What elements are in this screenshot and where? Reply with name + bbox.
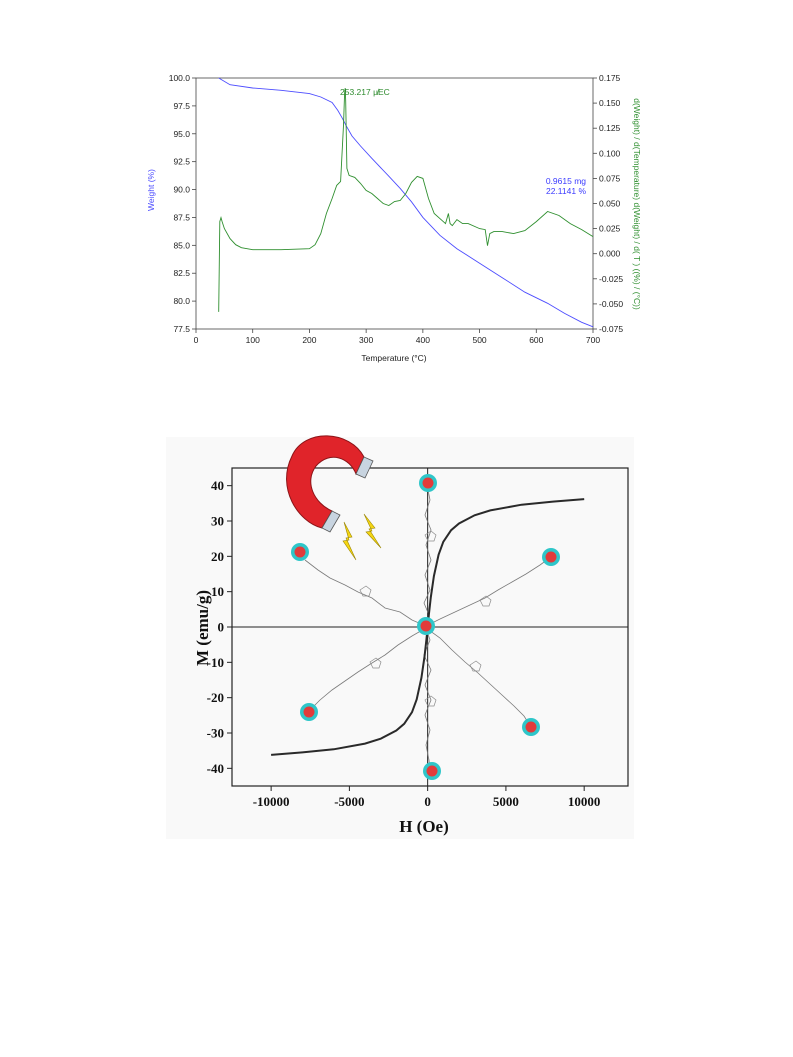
mag-x-tick-label: 5000 bbox=[493, 794, 519, 809]
tga-weight-curve bbox=[218, 77, 594, 328]
mag-x-tick-label: 10000 bbox=[568, 794, 601, 809]
mag-y-tick-label: -10 bbox=[207, 655, 224, 670]
tga-y2-tick-label: -0.025 bbox=[599, 274, 623, 284]
tga-y2-tick-label: 0.075 bbox=[599, 173, 621, 183]
tga-y2-tick-label: -0.050 bbox=[599, 299, 623, 309]
mag-y-tick-label: -40 bbox=[207, 761, 224, 776]
tga-y2-tick-label: 0.000 bbox=[599, 249, 621, 259]
tga-y2-tick-label: -0.075 bbox=[599, 324, 623, 334]
mag-tick-labels: -10000 -5000 0 5000 10000 -40 -30 -20 -10 0 10 20 30… bbox=[207, 478, 601, 809]
tga-x-tick-label: 500 bbox=[472, 335, 486, 345]
lightning-bolt-icon bbox=[342, 513, 382, 561]
polymer-ring-motifs bbox=[359, 530, 492, 707]
tga-y-tick-label: 87.5 bbox=[173, 212, 190, 222]
mag-y-axis-label: M (emu/g) bbox=[193, 590, 212, 666]
tga-y-tick-label: 90.0 bbox=[173, 185, 190, 195]
tga-x-tick-label: 400 bbox=[416, 335, 430, 345]
tga-y-tick-label: 85.0 bbox=[173, 240, 190, 250]
mag-y-tick-label: 0 bbox=[218, 620, 225, 635]
mag-x-tick-label: -5000 bbox=[334, 794, 364, 809]
tga-mass-loss-mg: 0.9615 mg bbox=[546, 176, 586, 186]
tga-derivative-curve bbox=[218, 87, 594, 312]
tga-y2-tick-label: 0.100 bbox=[599, 148, 621, 158]
polymer-arm-upper-left bbox=[304, 559, 427, 627]
nanoparticle-lower-left bbox=[300, 703, 318, 721]
tga-x-tick-label: 100 bbox=[246, 335, 260, 345]
mag-y-tick-label: 10 bbox=[211, 584, 224, 599]
tga-mass-loss-percent: 22.1141 % bbox=[546, 186, 586, 196]
tga-y-tick-label: 97.5 bbox=[173, 101, 190, 111]
tga-y2-axis-label: d(Weight) / d(Temperature) d(Weight) / d… bbox=[632, 98, 642, 310]
nanoparticle-center bbox=[417, 617, 435, 635]
polymer-arm-lower-left bbox=[308, 627, 427, 712]
nanoparticle-bottom bbox=[423, 762, 441, 780]
tga-y-tick-label: 77.5 bbox=[173, 324, 190, 334]
mag-y-tick-label: -30 bbox=[207, 726, 224, 741]
tga-y-tick-label: 82.5 bbox=[173, 268, 190, 278]
polymer-arm-lower-right bbox=[425, 627, 532, 728]
mag-y-tick-label: 40 bbox=[211, 478, 224, 493]
tga-peak-annotation: 253.217 µ̸EC bbox=[340, 87, 390, 97]
mag-x-tick-label: 0 bbox=[424, 794, 431, 809]
tga-y2-tick-label: 0.150 bbox=[599, 98, 621, 108]
tga-x-axis-label: Temperature (°C) bbox=[361, 353, 426, 363]
tga-x-tick-label: 0 bbox=[194, 335, 199, 345]
tga-tick-labels: 0 100 200 300 400 500 600 700 77.5 80.0 82.5 85.0 87… bbox=[169, 73, 624, 345]
tga-y-tick-label: 92.5 bbox=[173, 157, 190, 167]
nanoparticle-lower-right bbox=[522, 718, 540, 736]
mag-x-tick-label: -10000 bbox=[253, 794, 290, 809]
tga-x-tick-label: 200 bbox=[302, 335, 316, 345]
magnetization-figure-background bbox=[166, 437, 634, 839]
mag-y-tick-label: 30 bbox=[211, 514, 224, 529]
tga-y2-tick-label: 0.175 bbox=[599, 73, 621, 83]
nanoparticles bbox=[291, 474, 560, 780]
tga-y2-tick-label: 0.050 bbox=[599, 199, 621, 209]
tga-y-tick-label: 100.0 bbox=[169, 73, 191, 83]
tga-axes bbox=[192, 77, 597, 333]
mag-x-axis-label: H (Oe) bbox=[399, 817, 449, 836]
nanoparticle-top bbox=[419, 474, 437, 492]
tga-y-tick-label: 80.0 bbox=[173, 296, 190, 306]
nanoparticle-upper-left bbox=[291, 543, 309, 561]
horseshoe-magnet-icon bbox=[286, 435, 374, 533]
tga-x-tick-label: 300 bbox=[359, 335, 373, 345]
tga-chart: 0 100 200 300 400 500 600 700 77.5 80.0 82.5 85.0 87… bbox=[146, 73, 642, 363]
tga-y2-tick-label: 0.125 bbox=[599, 123, 621, 133]
tga-y-tick-label: 95.0 bbox=[173, 129, 190, 139]
mag-y-tick-label: 20 bbox=[211, 549, 224, 564]
nanoparticle-upper-right bbox=[542, 548, 560, 566]
polymer-arm-upper-right bbox=[425, 556, 552, 627]
tga-x-tick-label: 700 bbox=[586, 335, 600, 345]
tga-y-axis-label: Weight (%) bbox=[146, 169, 156, 211]
polymer-arm-up bbox=[423, 484, 432, 626]
tga-x-tick-label: 600 bbox=[529, 335, 543, 345]
mag-y-tick-label: -20 bbox=[207, 690, 224, 705]
tga-y2-tick-label: 0.025 bbox=[599, 224, 621, 234]
